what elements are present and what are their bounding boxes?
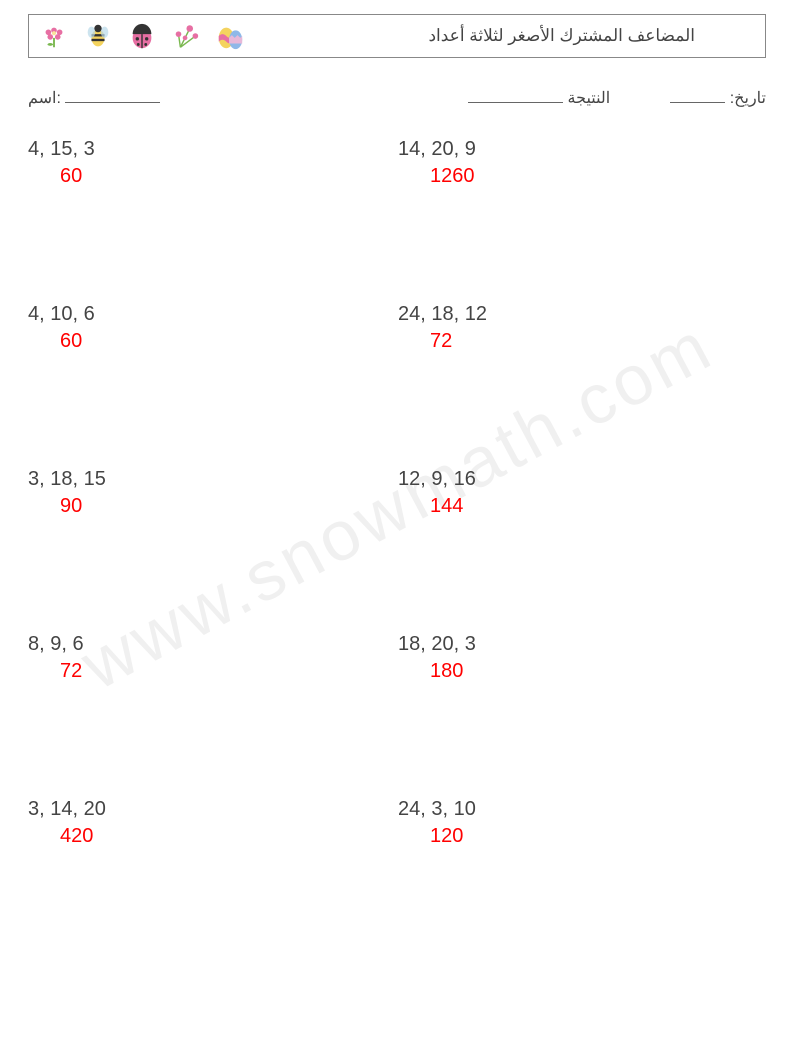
- problem-cell: 4, 15, 3 60: [28, 138, 398, 303]
- problem-row: 4, 15, 3 60 14, 20, 9 1260: [28, 138, 768, 303]
- name-field: اسم:: [28, 88, 160, 108]
- problem-answer: 120: [398, 825, 768, 848]
- problem-cell: 8, 9, 6 72: [28, 633, 398, 798]
- problem-cell: 14, 20, 9 1260: [398, 138, 768, 303]
- problem-answer: 1260: [398, 165, 768, 188]
- egg-icon: [215, 21, 245, 51]
- problems-grid: 4, 15, 3 60 14, 20, 9 1260 4, 10, 6 60 2…: [28, 138, 768, 963]
- problem-cell: 18, 20, 3 180: [398, 633, 768, 798]
- name-label: اسم:: [28, 90, 61, 107]
- header-box: المضاعف المشترك الأصغر لثلاثة أعداد: [28, 14, 766, 58]
- problem-question: 24, 18, 12: [398, 303, 768, 326]
- info-row: اسم: النتيجة :تاريخ: [28, 88, 766, 108]
- problem-answer: 72: [398, 330, 768, 353]
- worksheet-title: المضاعف المشترك الأصغر لثلاثة أعداد: [245, 26, 755, 46]
- problem-answer: 420: [28, 825, 398, 848]
- flower-icon: [39, 21, 69, 51]
- problem-question: 14, 20, 9: [398, 138, 768, 161]
- problem-cell: 3, 14, 20 420: [28, 798, 398, 963]
- problem-question: 3, 14, 20: [28, 798, 398, 821]
- date-blank[interactable]: [670, 102, 725, 103]
- blossom-icon: [171, 21, 201, 51]
- problem-answer: 144: [398, 495, 768, 518]
- problem-cell: 24, 3, 10 120: [398, 798, 768, 963]
- bee-icon: [83, 21, 113, 51]
- header-icons: [39, 21, 245, 51]
- ladybug-icon: [127, 21, 157, 51]
- problem-question: 3, 18, 15: [28, 468, 398, 491]
- name-blank[interactable]: [65, 102, 160, 103]
- problem-cell: 4, 10, 6 60: [28, 303, 398, 468]
- problem-row: 3, 14, 20 420 24, 3, 10 120: [28, 798, 768, 963]
- problem-cell: 24, 18, 12 72: [398, 303, 768, 468]
- problem-cell: 12, 9, 16 144: [398, 468, 768, 633]
- problem-answer: 180: [398, 660, 768, 683]
- problem-answer: 72: [28, 660, 398, 683]
- date-label: :تاريخ: [730, 90, 766, 107]
- problem-question: 12, 9, 16: [398, 468, 768, 491]
- problem-question: 18, 20, 3: [398, 633, 768, 656]
- score-label: النتيجة: [568, 90, 611, 107]
- problem-answer: 90: [28, 495, 398, 518]
- score-field: النتيجة: [468, 88, 610, 108]
- problem-answer: 60: [28, 165, 398, 188]
- problem-row: 4, 10, 6 60 24, 18, 12 72: [28, 303, 768, 468]
- problem-question: 4, 15, 3: [28, 138, 398, 161]
- problem-question: 8, 9, 6: [28, 633, 398, 656]
- problem-question: 24, 3, 10: [398, 798, 768, 821]
- score-blank[interactable]: [468, 102, 563, 103]
- problem-row: 3, 18, 15 90 12, 9, 16 144: [28, 468, 768, 633]
- problem-answer: 60: [28, 330, 398, 353]
- date-field: :تاريخ: [670, 88, 766, 108]
- problem-question: 4, 10, 6: [28, 303, 398, 326]
- problem-cell: 3, 18, 15 90: [28, 468, 398, 633]
- problem-row: 8, 9, 6 72 18, 20, 3 180: [28, 633, 768, 798]
